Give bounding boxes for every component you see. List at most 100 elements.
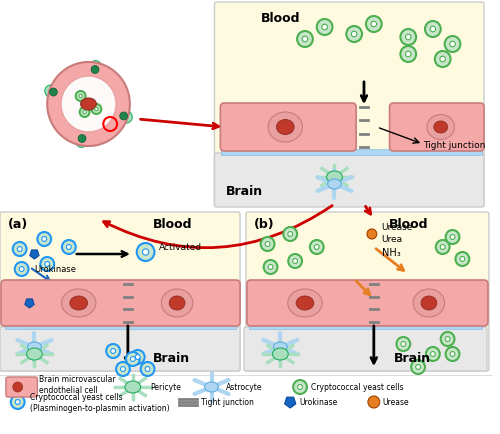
Circle shape bbox=[268, 265, 273, 270]
Circle shape bbox=[40, 257, 54, 271]
Ellipse shape bbox=[80, 99, 96, 111]
Ellipse shape bbox=[115, 109, 132, 124]
Circle shape bbox=[80, 108, 90, 118]
Circle shape bbox=[406, 52, 411, 58]
Circle shape bbox=[15, 263, 28, 276]
Ellipse shape bbox=[75, 130, 89, 148]
Text: Pericyte: Pericyte bbox=[150, 383, 182, 391]
Circle shape bbox=[66, 245, 71, 250]
Text: Brain: Brain bbox=[226, 184, 264, 197]
FancyBboxPatch shape bbox=[214, 3, 484, 207]
Circle shape bbox=[293, 380, 307, 394]
Circle shape bbox=[45, 262, 50, 267]
Ellipse shape bbox=[82, 100, 96, 110]
Ellipse shape bbox=[26, 348, 42, 360]
FancyBboxPatch shape bbox=[1, 280, 240, 326]
Circle shape bbox=[430, 27, 436, 33]
Circle shape bbox=[38, 233, 51, 247]
Text: Cryptococcal yeast cells: Cryptococcal yeast cells bbox=[311, 383, 404, 391]
Ellipse shape bbox=[70, 296, 87, 310]
Circle shape bbox=[76, 92, 86, 102]
Text: Brain microvascular
endothelial cell: Brain microvascular endothelial cell bbox=[40, 375, 116, 394]
Circle shape bbox=[346, 27, 362, 43]
Circle shape bbox=[446, 230, 460, 244]
Circle shape bbox=[91, 66, 99, 74]
Circle shape bbox=[445, 337, 450, 342]
Circle shape bbox=[50, 89, 58, 97]
Circle shape bbox=[136, 355, 140, 360]
FancyBboxPatch shape bbox=[390, 104, 484, 151]
Circle shape bbox=[366, 17, 382, 33]
Circle shape bbox=[116, 362, 130, 376]
Circle shape bbox=[411, 360, 425, 374]
Circle shape bbox=[47, 63, 130, 147]
Circle shape bbox=[440, 332, 454, 346]
Text: Blood: Blood bbox=[388, 217, 428, 230]
FancyBboxPatch shape bbox=[220, 104, 356, 151]
Text: Brain: Brain bbox=[394, 351, 430, 364]
Text: Brain: Brain bbox=[152, 351, 190, 364]
Circle shape bbox=[265, 242, 270, 247]
Ellipse shape bbox=[62, 289, 96, 317]
Ellipse shape bbox=[274, 342, 287, 352]
Circle shape bbox=[440, 245, 445, 250]
FancyBboxPatch shape bbox=[0, 213, 240, 371]
Circle shape bbox=[11, 395, 24, 409]
Bar bbox=[5, 324, 236, 329]
Circle shape bbox=[19, 267, 24, 272]
Ellipse shape bbox=[169, 296, 185, 310]
Text: Urea: Urea bbox=[382, 234, 403, 243]
Text: Tight junction: Tight junction bbox=[423, 141, 486, 150]
Circle shape bbox=[352, 32, 357, 38]
Circle shape bbox=[136, 243, 154, 261]
Circle shape bbox=[400, 47, 416, 63]
Circle shape bbox=[288, 254, 302, 268]
Bar bbox=[249, 324, 482, 329]
Circle shape bbox=[368, 396, 380, 408]
Circle shape bbox=[435, 52, 450, 68]
Ellipse shape bbox=[276, 120, 294, 135]
Circle shape bbox=[120, 367, 126, 372]
Circle shape bbox=[94, 108, 98, 112]
Circle shape bbox=[314, 245, 319, 250]
Circle shape bbox=[430, 352, 436, 357]
Circle shape bbox=[92, 105, 102, 115]
Ellipse shape bbox=[125, 381, 140, 393]
FancyBboxPatch shape bbox=[6, 377, 38, 397]
Circle shape bbox=[298, 385, 302, 390]
Circle shape bbox=[131, 350, 144, 364]
Ellipse shape bbox=[326, 171, 342, 184]
Bar bbox=[222, 150, 482, 156]
Circle shape bbox=[317, 20, 332, 36]
FancyBboxPatch shape bbox=[0, 327, 240, 371]
Circle shape bbox=[145, 367, 150, 372]
Circle shape bbox=[460, 257, 465, 262]
Circle shape bbox=[288, 232, 292, 237]
Circle shape bbox=[110, 349, 116, 354]
Text: Blood: Blood bbox=[152, 217, 192, 230]
Circle shape bbox=[78, 135, 86, 143]
FancyBboxPatch shape bbox=[246, 213, 489, 371]
Circle shape bbox=[292, 259, 298, 264]
Circle shape bbox=[436, 240, 450, 254]
Circle shape bbox=[446, 347, 460, 361]
Ellipse shape bbox=[28, 342, 42, 352]
FancyBboxPatch shape bbox=[247, 280, 488, 326]
Circle shape bbox=[142, 249, 148, 256]
Text: Urokinase: Urokinase bbox=[34, 264, 76, 273]
Circle shape bbox=[120, 113, 128, 121]
Circle shape bbox=[42, 237, 46, 242]
Circle shape bbox=[322, 25, 328, 31]
Circle shape bbox=[284, 227, 297, 241]
Circle shape bbox=[18, 247, 22, 252]
Circle shape bbox=[140, 362, 154, 376]
Circle shape bbox=[16, 400, 20, 404]
Circle shape bbox=[396, 337, 410, 351]
Text: Cryptococcal yeast cells
(Plasminogen-to-plasmin activation): Cryptococcal yeast cells (Plasminogen-to… bbox=[30, 392, 169, 412]
Circle shape bbox=[401, 342, 406, 347]
Text: Activated: Activated bbox=[160, 243, 202, 251]
Circle shape bbox=[444, 37, 460, 53]
Circle shape bbox=[13, 243, 26, 256]
Text: Blood: Blood bbox=[260, 12, 300, 25]
Circle shape bbox=[126, 352, 140, 366]
